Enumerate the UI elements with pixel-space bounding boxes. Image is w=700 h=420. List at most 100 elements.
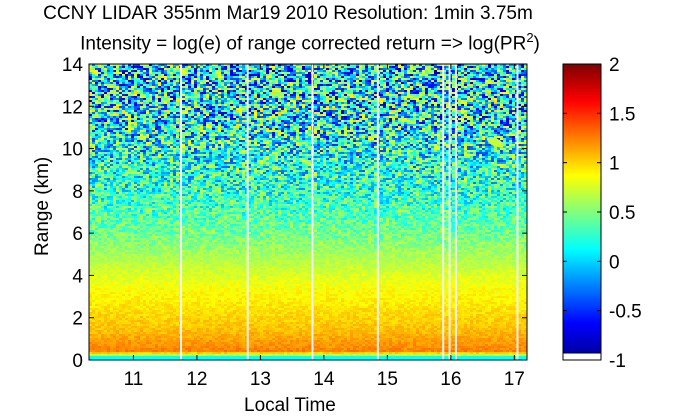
heatmap-cell bbox=[392, 128, 395, 130]
heatmap-cell bbox=[479, 90, 482, 92]
heatmap-cell bbox=[428, 74, 431, 76]
heatmap-cell bbox=[281, 98, 284, 100]
heatmap-cell bbox=[161, 72, 164, 74]
heatmap-cell bbox=[398, 76, 401, 78]
heatmap-cell bbox=[407, 78, 410, 80]
heatmap-cell bbox=[215, 120, 218, 122]
heatmap-cell bbox=[314, 128, 317, 130]
heatmap-cell bbox=[119, 94, 122, 96]
heatmap-cell bbox=[431, 114, 434, 116]
heatmap-cell bbox=[170, 132, 173, 134]
heatmap-cell bbox=[446, 118, 449, 120]
heatmap-cell bbox=[320, 86, 323, 88]
heatmap-cell bbox=[233, 74, 236, 76]
heatmap-cell bbox=[326, 106, 329, 108]
heatmap-cell bbox=[227, 106, 230, 108]
heatmap-cell bbox=[434, 68, 437, 70]
heatmap-cell bbox=[158, 70, 161, 72]
heatmap-cell bbox=[221, 68, 224, 70]
heatmap-cell bbox=[419, 128, 422, 130]
heatmap-cell bbox=[494, 94, 497, 96]
heatmap-cell bbox=[389, 90, 392, 92]
heatmap-cell bbox=[476, 82, 479, 84]
heatmap-cell bbox=[170, 66, 173, 68]
heatmap-cell bbox=[320, 64, 323, 66]
heatmap-cell bbox=[371, 66, 374, 68]
heatmap-cell bbox=[488, 128, 491, 130]
heatmap-cell bbox=[92, 64, 95, 66]
heatmap-cell bbox=[122, 102, 125, 104]
heatmap-cell bbox=[434, 104, 437, 106]
heatmap-cell bbox=[152, 100, 155, 102]
heatmap-cell bbox=[194, 70, 197, 72]
heatmap-cell bbox=[476, 128, 479, 130]
heatmap-cell bbox=[380, 64, 383, 66]
heatmap-cell bbox=[263, 128, 266, 130]
heatmap-cell bbox=[524, 118, 527, 120]
heatmap-cell bbox=[266, 88, 269, 90]
heatmap-cell bbox=[386, 98, 389, 100]
heatmap-cell bbox=[482, 94, 485, 96]
heatmap-cell bbox=[263, 102, 266, 104]
heatmap-cell bbox=[350, 110, 353, 112]
heatmap-cell bbox=[524, 130, 527, 132]
heatmap-cell bbox=[494, 112, 497, 114]
heatmap-cell bbox=[470, 84, 473, 86]
heatmap-cell bbox=[302, 114, 305, 116]
heatmap-cell bbox=[365, 118, 368, 120]
heatmap-cell bbox=[299, 130, 302, 132]
heatmap-cell bbox=[290, 102, 293, 104]
heatmap-cell bbox=[410, 122, 413, 124]
heatmap-cell bbox=[302, 116, 305, 118]
heatmap-cell bbox=[281, 120, 284, 122]
heatmap-cell bbox=[245, 64, 248, 66]
heatmap-cell bbox=[230, 122, 233, 124]
heatmap-cell bbox=[272, 88, 275, 90]
heatmap-cell bbox=[446, 92, 449, 94]
heatmap-cell bbox=[131, 116, 134, 118]
heatmap-cell bbox=[149, 70, 152, 72]
heatmap-cell bbox=[338, 104, 341, 106]
heatmap-cell bbox=[89, 108, 92, 110]
heatmap-cell bbox=[521, 104, 524, 106]
heatmap-cell bbox=[332, 66, 335, 68]
heatmap-cell bbox=[374, 84, 377, 86]
heatmap-cell bbox=[164, 94, 167, 96]
heatmap-cell bbox=[461, 116, 464, 118]
heatmap-cell bbox=[350, 76, 353, 78]
heatmap-cell bbox=[416, 70, 419, 72]
heatmap-cell bbox=[467, 124, 470, 126]
heatmap-cell bbox=[401, 70, 404, 72]
heatmap-cell bbox=[110, 88, 113, 90]
heatmap-cell bbox=[176, 80, 179, 82]
heatmap-cell bbox=[296, 86, 299, 88]
heatmap-cell bbox=[359, 98, 362, 100]
heatmap-cell bbox=[461, 100, 464, 102]
heatmap-cell bbox=[128, 72, 131, 74]
heatmap-cell bbox=[89, 126, 92, 128]
heatmap-cell bbox=[425, 108, 428, 110]
heatmap-cell bbox=[488, 66, 491, 68]
heatmap-cell bbox=[509, 82, 512, 84]
heatmap-cell bbox=[488, 70, 491, 72]
heatmap-cell bbox=[335, 84, 338, 86]
heatmap-cell bbox=[137, 86, 140, 88]
heatmap-cell bbox=[284, 98, 287, 100]
heatmap-cell bbox=[257, 74, 260, 76]
heatmap-cell bbox=[185, 70, 188, 72]
heatmap-cell bbox=[185, 110, 188, 112]
heatmap-cell bbox=[89, 124, 92, 126]
heatmap-cell bbox=[110, 94, 113, 96]
heatmap-cell bbox=[347, 66, 350, 68]
heatmap-cell bbox=[119, 72, 122, 74]
heatmap-cell bbox=[398, 90, 401, 92]
heatmap-cell bbox=[182, 124, 185, 126]
heatmap-cell bbox=[128, 90, 131, 92]
heatmap-cell bbox=[284, 80, 287, 82]
heatmap-cell bbox=[155, 120, 158, 122]
heatmap-cell bbox=[518, 70, 521, 72]
heatmap-cell bbox=[281, 118, 284, 120]
heatmap-cell bbox=[122, 98, 125, 100]
heatmap-cell bbox=[479, 100, 482, 102]
heatmap-cell bbox=[248, 130, 251, 132]
